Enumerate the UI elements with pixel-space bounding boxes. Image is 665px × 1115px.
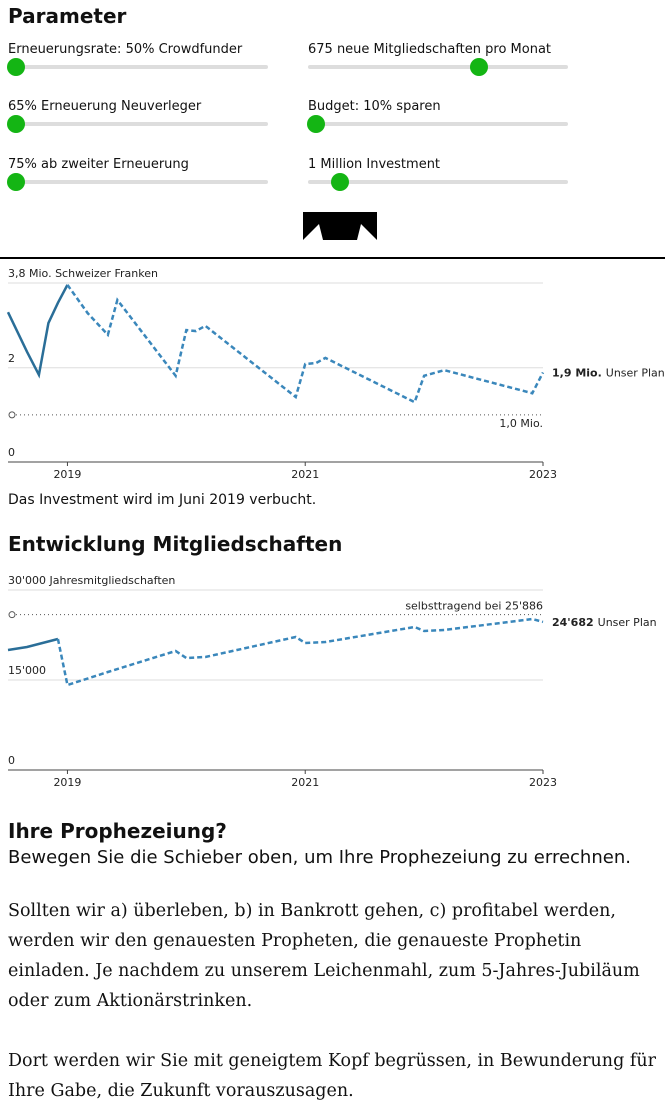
slider-label: 1 Million Investment	[308, 157, 441, 172]
slider-thumb[interactable]	[7, 115, 25, 133]
x-tick-label: 2021	[291, 468, 319, 481]
line-series	[66, 284, 545, 404]
x-tick-label: 2019	[53, 468, 81, 481]
y-tick-label: 0	[8, 446, 15, 459]
slider-label: Budget: 10% sparen	[308, 99, 441, 114]
section-title: Parameter	[8, 4, 127, 28]
slider[interactable]: 65% Erneuerung Neuverleger	[7, 99, 268, 149]
line-series	[6, 284, 69, 379]
slider[interactable]: 675 neue Mitgliedschaften pro Monat	[308, 42, 568, 92]
slider-track	[308, 65, 568, 69]
slider-thumb[interactable]	[470, 58, 488, 76]
y-tick-label: 0	[8, 754, 15, 767]
x-tick-label: 2023	[529, 468, 557, 481]
reference-marker	[8, 611, 16, 619]
y-tick-label: 3,8 Mio. Schweizer Franken	[8, 267, 158, 280]
chart-title: Entwicklung Mitgliedschaften	[8, 532, 343, 556]
chart: 30'000 Jahresmitgliedschaften 15'000 0 2019…	[7, 575, 657, 789]
slider-track	[308, 180, 568, 184]
end-value-label: 24'682	[552, 616, 594, 629]
slider-label: Erneuerungsrate: 50% Crowdfunder	[8, 42, 243, 57]
prophecy: Ihre Prophezeiung? Bewegen Sie die Schie…	[8, 819, 665, 1106]
y-tick-label: 30'000 Jahresmitgliedschaften	[8, 575, 175, 587]
reference-label: 1,0 Mio.	[499, 417, 543, 430]
series-name: Unser Plan	[598, 616, 657, 629]
y-tick-label: 2	[8, 352, 15, 365]
slider[interactable]: 1 Million Investment	[308, 157, 568, 207]
x-tick-label: 2021	[291, 776, 319, 789]
slider-track	[8, 122, 268, 126]
slider-track	[308, 122, 568, 126]
x-tick-label: 2019	[53, 776, 81, 789]
slider[interactable]: Erneuerungsrate: 50% Crowdfunder	[7, 42, 268, 92]
slider-thumb[interactable]	[7, 173, 25, 191]
slider-thumb[interactable]	[331, 173, 349, 191]
logo	[303, 212, 377, 240]
line-series	[7, 637, 59, 652]
slider-track	[8, 180, 268, 184]
prophecy-title: Ihre Prophezeiung?	[8, 819, 227, 843]
slider-label: 675 neue Mitgliedschaften pro Monat	[308, 42, 552, 57]
slider[interactable]: Budget: 10% sparen	[307, 99, 568, 149]
slider-thumb[interactable]	[7, 58, 25, 76]
reference-marker	[8, 411, 16, 419]
reference-label: selbsttragend bei 25'886	[405, 600, 543, 613]
x-tick-label: 2023	[529, 776, 557, 789]
slider[interactable]: 75% ab zweiter Erneuerung	[7, 157, 268, 207]
slider-track	[8, 65, 268, 69]
line-series	[56, 617, 544, 687]
y-tick-label: 15'000	[8, 664, 46, 677]
chart-caption: Das Investment wird im Juni 2019 verbuch…	[8, 492, 317, 508]
slider-thumb[interactable]	[307, 115, 325, 133]
end-value-label: 1,9 Mio.	[552, 367, 602, 380]
slider-label: 65% Erneuerung Neuverleger	[8, 99, 202, 114]
slider-label: 75% ab zweiter Erneuerung	[8, 157, 189, 172]
divider	[0, 257, 665, 259]
chart: 3,8 Mio. Schweizer Franken 2 0 2019 2021 2023…	[6, 267, 665, 481]
series-name: Unser Plan	[606, 367, 665, 380]
prophecy-intro: Bewegen Sie die Schieber oben, um Ihre P…	[8, 847, 631, 868]
paragraph: Dort werden wir Sie mit geneigtem Kopf b…	[8, 1051, 656, 1101]
paragraph: Sollten wir a) überleben, b) in Bankrott…	[8, 901, 640, 1011]
